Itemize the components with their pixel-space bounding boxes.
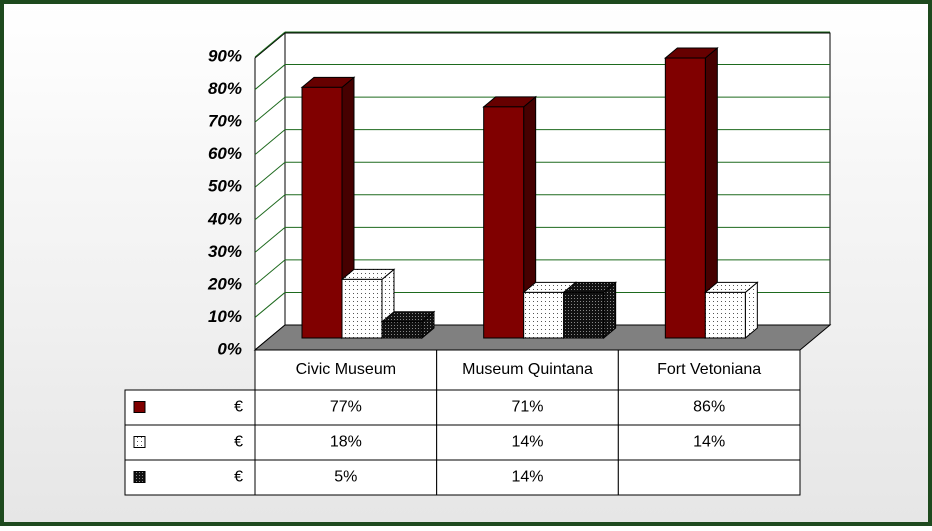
table-cell	[254, 424, 438, 461]
grid-line	[254, 226, 286, 253]
bar	[301, 86, 343, 339]
legend-key	[133, 436, 146, 448]
grid-line	[254, 194, 286, 221]
y-tick-label: 60%	[208, 144, 242, 163]
data-label: 77%	[330, 399, 362, 416]
category-label: Museum Quintana	[462, 361, 593, 378]
data-label: 18%	[330, 434, 362, 451]
table-cell	[617, 389, 801, 426]
y-tick-label: 70%	[208, 112, 242, 131]
legend-label: €	[234, 469, 243, 486]
legend-label: €	[234, 399, 243, 416]
bar	[563, 291, 605, 339]
bar	[483, 106, 525, 339]
bar	[704, 291, 746, 339]
y-tick-label: 40%	[207, 209, 242, 228]
grid-line	[254, 64, 286, 90]
table-cell	[124, 424, 256, 461]
table-cell	[254, 389, 438, 426]
bar	[664, 57, 706, 339]
y-tick-label: 50%	[208, 177, 242, 196]
bar	[523, 291, 565, 339]
table-cell	[436, 349, 619, 391]
side-wall	[254, 31, 286, 352]
data-label: 86%	[693, 399, 725, 416]
table-cell	[254, 459, 438, 496]
table-cell	[436, 389, 619, 426]
category-label: Fort Vetoniana	[657, 361, 761, 378]
grid-line	[254, 31, 286, 58]
grid-line	[254, 259, 286, 286]
table-cell	[436, 459, 619, 496]
legend-label: €	[234, 434, 243, 451]
data-label: 14%	[511, 434, 543, 451]
y-tick-label: 30%	[208, 242, 242, 261]
bar	[341, 278, 383, 339]
y-tick-label: 0%	[217, 339, 242, 358]
bar	[381, 321, 423, 339]
grid-line	[254, 161, 286, 188]
data-label: 71%	[511, 399, 543, 416]
table-cell	[254, 349, 438, 391]
grid-line	[254, 292, 286, 318]
grid-line	[254, 96, 286, 123]
y-tick-label: 90%	[208, 46, 242, 65]
y-tick-label: 20%	[207, 274, 242, 293]
legend-key	[133, 401, 146, 413]
table-cell	[617, 349, 801, 391]
table-cell	[617, 424, 801, 461]
legend-key	[133, 471, 146, 483]
data-label: 14%	[511, 469, 543, 486]
y-tick-label: 80%	[208, 79, 242, 98]
category-label: Civic Museum	[296, 361, 396, 378]
data-label: 5%	[334, 469, 357, 486]
data-label: 14%	[693, 434, 725, 451]
table-cell	[436, 424, 619, 461]
table-cell	[617, 459, 801, 496]
y-tick-label: 10%	[208, 307, 242, 326]
grid-line	[254, 129, 286, 156]
